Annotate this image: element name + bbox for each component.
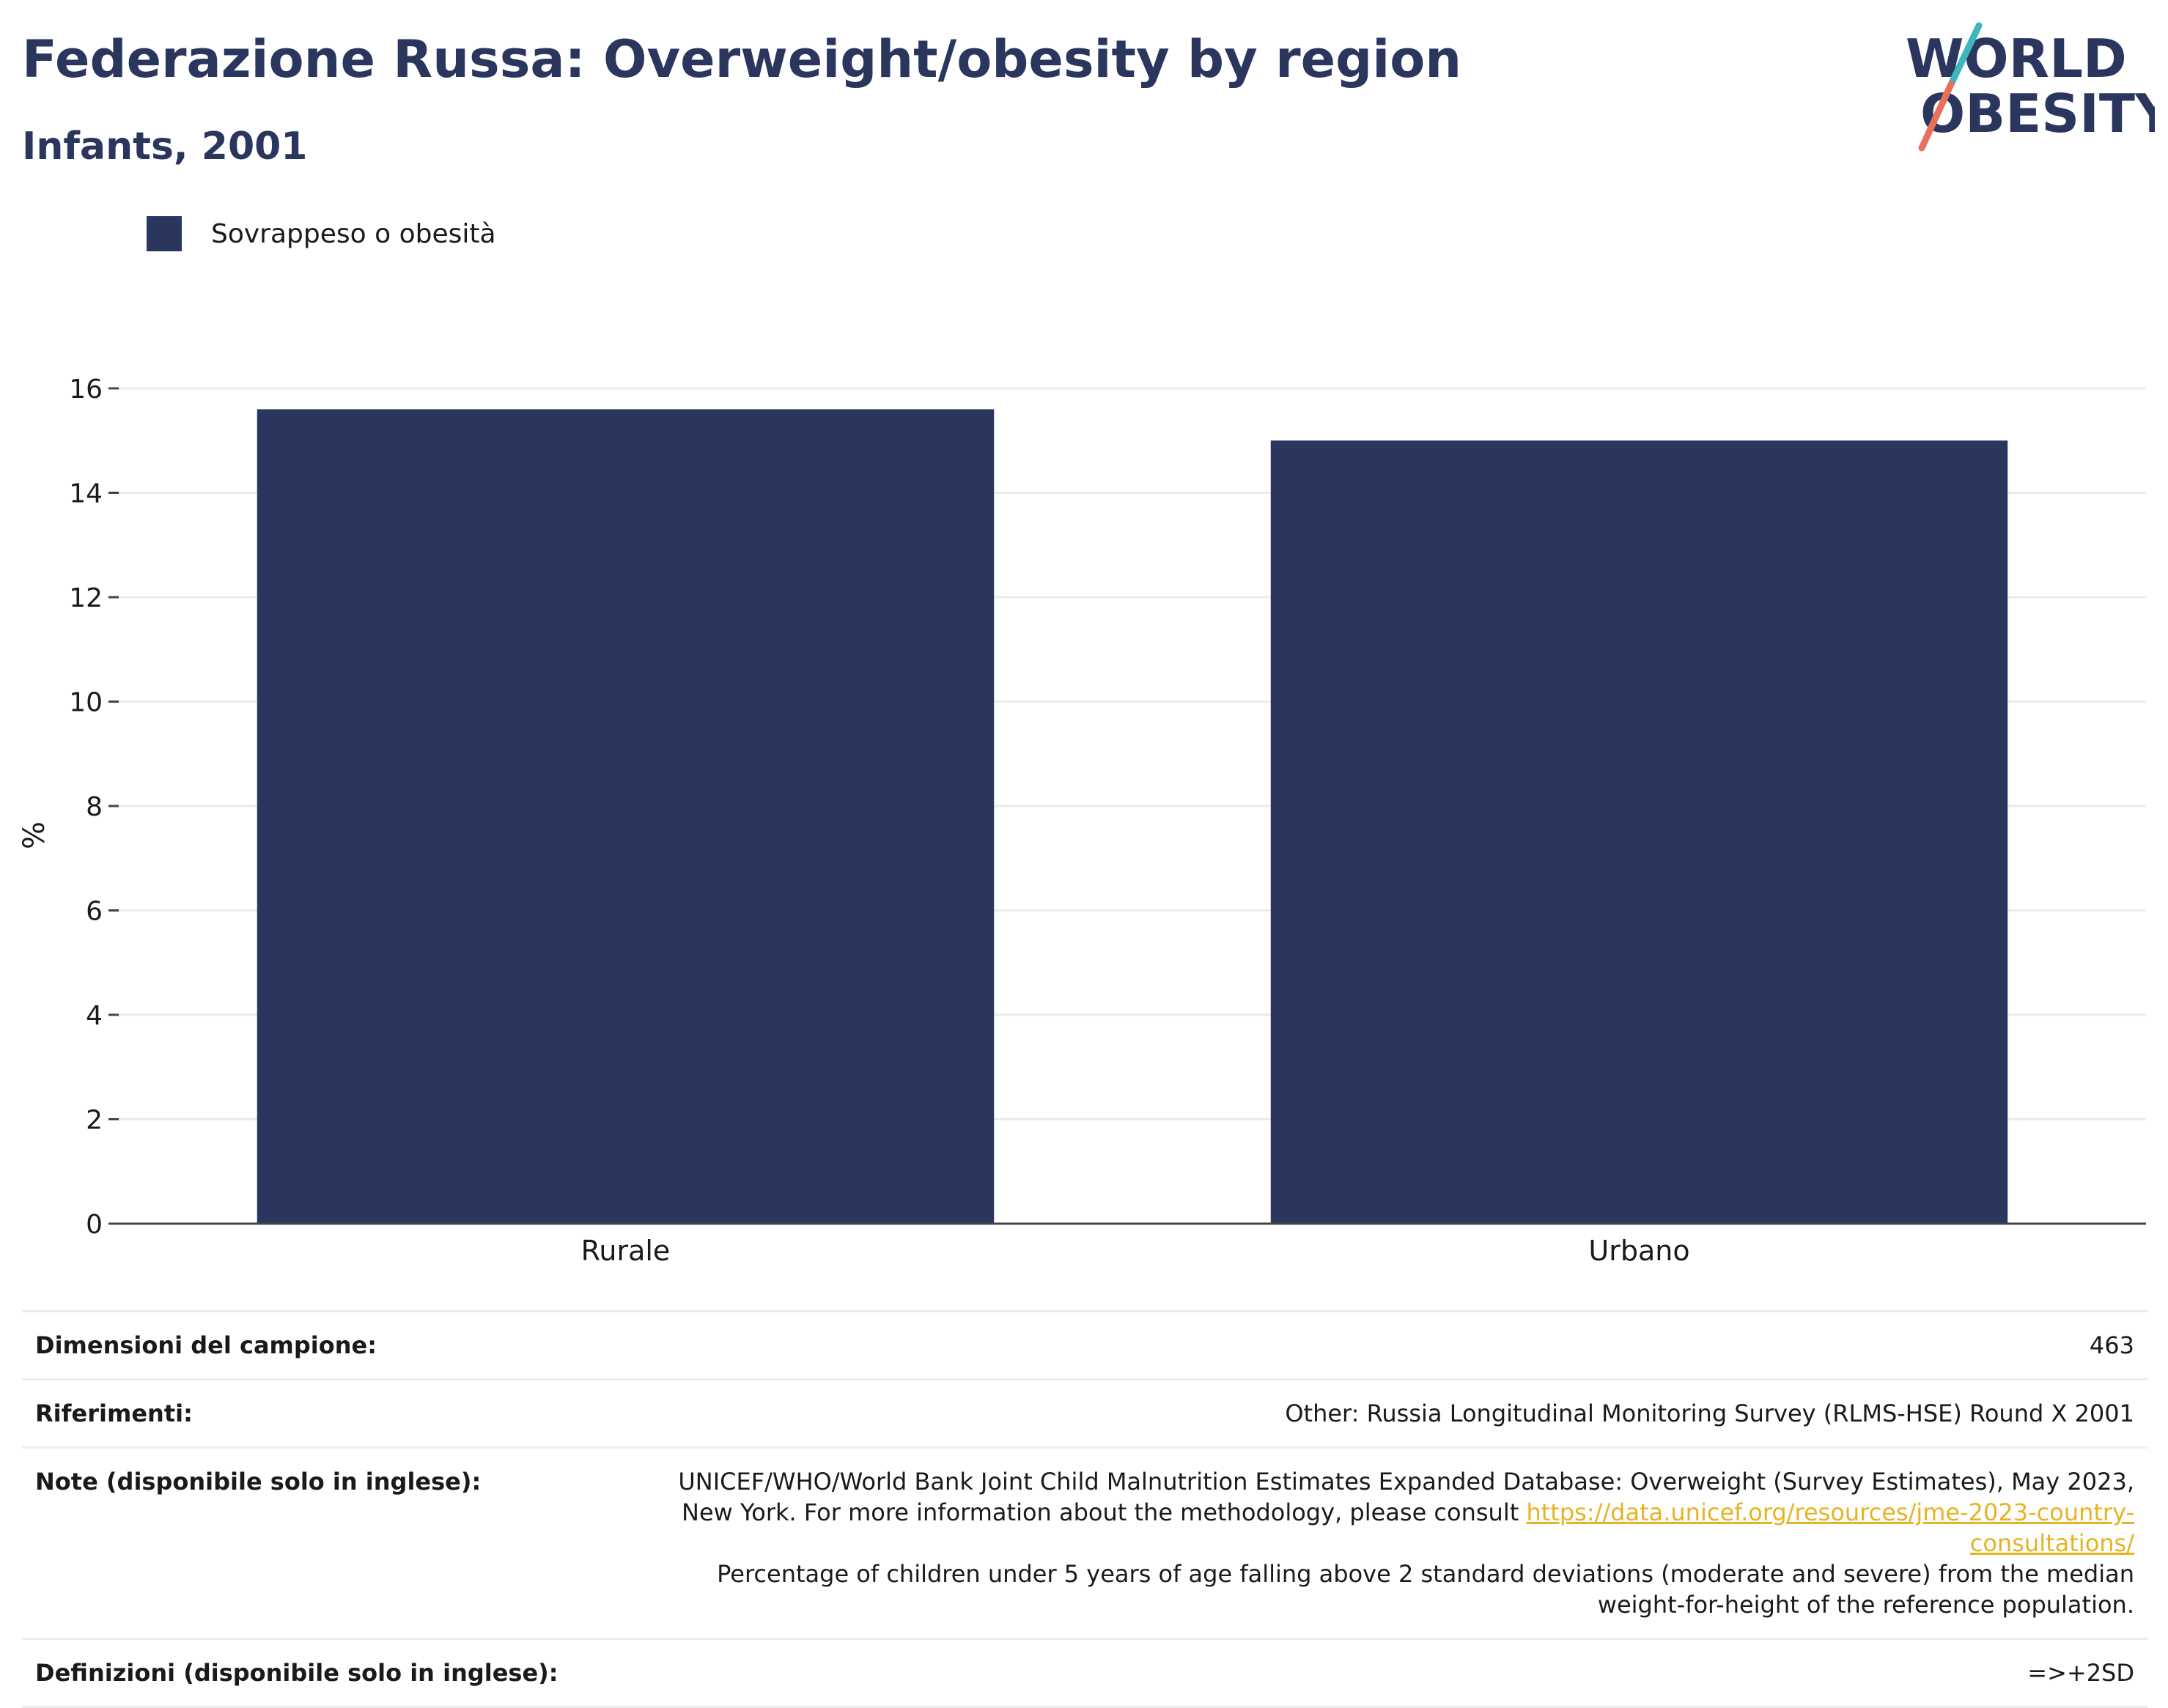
sample-size-value: 463	[2089, 1331, 2134, 1359]
legend: Sovrappeso o obesità	[147, 216, 496, 251]
references-value: Other: Russia Longitudinal Monitoring Su…	[1285, 1400, 2134, 1427]
notes-label: Note (disponibile solo in inglese):	[35, 1468, 482, 1496]
axes: 0 2 4 6 8 10 12 14 16 Rurale Urbano%	[18, 374, 2146, 1267]
definitions-value: =>+2SD	[2027, 1659, 2134, 1687]
y-tick-label: 0	[86, 1210, 103, 1240]
info-table: Dimensioni del campione: 463 Riferimenti…	[22, 1310, 2147, 1708]
bar-rurale	[257, 409, 995, 1224]
y-tick-label: 14	[69, 479, 103, 509]
y-tick-label: 8	[86, 792, 103, 822]
bars	[257, 409, 2008, 1224]
y-tick-label: 6	[86, 897, 103, 927]
references-row: Riferimenti: Other: Russia Longitudinal …	[22, 1378, 2147, 1446]
y-tick-label: 2	[86, 1106, 103, 1136]
chart-title: Federazione Russa: Overweight/obesity by…	[22, 29, 1462, 89]
bar-chart: 0 2 4 6 8 10 12 14 16 Rurale Urbano%	[18, 374, 2146, 1267]
definitions-label: Definizioni (disponibile solo in inglese…	[35, 1659, 558, 1687]
notes-value: UNICEF/WHO/World Bank Joint Child Malnut…	[632, 1466, 2134, 1620]
sample-size-label: Dimensioni del campione:	[35, 1331, 377, 1359]
legend-swatch	[147, 216, 182, 251]
definitions-row: Definizioni (disponibile solo in inglese…	[22, 1638, 2147, 1708]
world-obesity-logo: WORLD OBESITY	[1906, 22, 2155, 152]
x-category-label: Rurale	[581, 1235, 671, 1267]
notes-text-2: Percentage of children under 5 years of …	[717, 1560, 2134, 1619]
logo-slash-coral	[1918, 81, 1955, 152]
notes-link[interactable]: https://data.unicef.org/resources/jme-20…	[1526, 1498, 2134, 1557]
y-axis-title: %	[18, 821, 51, 849]
x-category-label: Urbano	[1588, 1235, 1689, 1267]
notes-text-1: UNICEF/WHO/World Bank Joint Child Malnut…	[678, 1468, 2134, 1526]
sample-size-row: Dimensioni del campione: 463	[22, 1310, 2147, 1378]
y-tick-label: 4	[86, 1001, 103, 1031]
legend-label: Sovrappeso o obesità	[211, 218, 496, 249]
references-label: Riferimenti:	[35, 1400, 193, 1427]
notes-row: Note (disponibile solo in inglese): UNIC…	[22, 1446, 2147, 1638]
logo-line1: WORLD	[1906, 28, 2127, 89]
logo-slash-teal	[1947, 22, 1983, 88]
bar-urbano	[1270, 440, 2008, 1224]
y-tick-label: 16	[69, 374, 103, 404]
y-tick-label: 12	[69, 583, 103, 613]
logo-line2: OBESITY	[1920, 83, 2155, 144]
chart-subtitle: Infants, 2001	[22, 125, 308, 169]
y-tick-label: 10	[69, 688, 103, 718]
